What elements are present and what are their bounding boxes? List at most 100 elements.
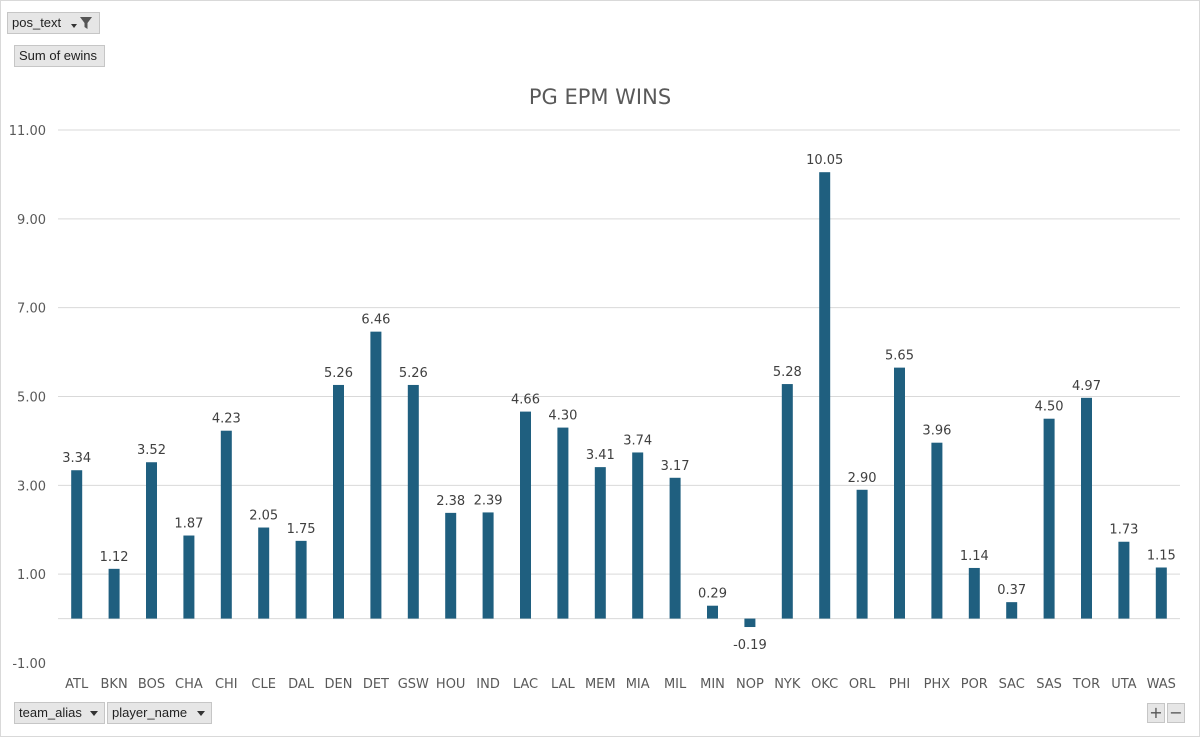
y-tick-label: 1.00 [17, 568, 46, 583]
bar-mil[interactable] [669, 477, 681, 619]
y-tick-label: 3.00 [17, 479, 46, 494]
y-tick-label: 7.00 [17, 302, 46, 317]
data-label: 1.12 [100, 550, 129, 565]
data-label: 1.75 [287, 522, 316, 537]
values-field-label: Sum of ewins [19, 48, 98, 63]
bar-sac[interactable] [1006, 602, 1018, 619]
bar-gsw[interactable] [407, 384, 419, 619]
x-tick-label: ATL [65, 677, 89, 692]
x-tick-label: NYK [774, 677, 801, 692]
data-label: 4.50 [1035, 400, 1064, 415]
expand-field-button[interactable]: + [1147, 703, 1165, 723]
x-tick-label: SAS [1036, 677, 1062, 692]
bar-lac[interactable] [520, 411, 531, 619]
x-tick-label: DAL [288, 677, 315, 692]
bar-min[interactable] [707, 605, 718, 619]
bar-nop[interactable] [744, 618, 756, 628]
x-tick-label: PHX [924, 677, 951, 692]
data-label: 4.23 [212, 412, 241, 427]
bar-phi[interactable] [894, 367, 905, 619]
x-tick-label: SAC [999, 677, 1025, 692]
y-tick-label: 9.00 [17, 213, 46, 228]
data-label: 5.65 [885, 349, 914, 364]
axis-field-team-alias-button[interactable]: team_alias [14, 702, 105, 724]
bar-cha[interactable] [183, 535, 195, 619]
y-tick-label: 5.00 [17, 391, 46, 406]
bar-den[interactable] [333, 384, 344, 619]
data-label: 4.97 [1072, 379, 1101, 394]
bar-hou[interactable] [445, 512, 457, 619]
x-tick-label: POR [961, 677, 988, 692]
data-label: 1.14 [960, 549, 989, 564]
data-label: 2.90 [848, 471, 877, 486]
bar-det[interactable] [370, 331, 382, 619]
data-label: 3.52 [137, 443, 166, 458]
data-label: 5.26 [399, 366, 428, 381]
bar-bkn[interactable] [108, 568, 120, 619]
bar-phx[interactable] [931, 442, 943, 619]
bar-uta[interactable] [1118, 541, 1130, 619]
bar-bos[interactable] [146, 462, 157, 619]
x-tick-label: LAL [551, 677, 575, 692]
data-label: 3.34 [62, 451, 91, 466]
data-label: 0.29 [698, 587, 727, 602]
data-label: 3.96 [922, 424, 951, 439]
bar-nyk[interactable] [781, 384, 793, 619]
x-tick-label: TOR [1072, 677, 1100, 692]
bar-por[interactable] [968, 567, 980, 619]
x-tick-label: MIA [626, 677, 650, 692]
dropdown-arrow-icon [71, 24, 77, 28]
x-tick-label: GSW [398, 677, 429, 692]
data-label: 3.74 [623, 433, 652, 448]
x-tick-label: LAC [513, 677, 538, 692]
data-label: 4.30 [548, 409, 577, 424]
bar-ind[interactable] [482, 512, 494, 619]
x-tick-label: DEN [325, 677, 353, 692]
data-label: 6.46 [361, 313, 390, 328]
bar-mem[interactable] [594, 467, 606, 619]
bar-chi[interactable] [220, 430, 232, 619]
x-tick-label: NOP [736, 677, 764, 692]
bar-tor[interactable] [1081, 397, 1092, 619]
x-tick-label: CHI [215, 677, 238, 692]
data-label: 2.39 [474, 493, 503, 508]
data-label: -0.19 [733, 638, 767, 653]
x-tick-label: BKN [101, 677, 128, 692]
x-tick-label: UTA [1111, 677, 1136, 692]
data-label: 1.87 [174, 517, 203, 532]
collapse-field-button[interactable]: − [1167, 703, 1185, 723]
filter-field-label: pos_text [12, 15, 62, 30]
x-tick-label: OKC [811, 677, 838, 692]
data-label: 4.66 [511, 393, 540, 408]
data-label: 10.05 [806, 153, 843, 168]
x-tick-label: CHA [175, 677, 203, 692]
y-tick-label: 11.00 [9, 124, 46, 139]
data-label: 3.17 [661, 459, 690, 474]
y-tick-label: -1.00 [12, 657, 46, 672]
x-tick-label: HOU [436, 677, 466, 692]
x-tick-label: MEM [585, 677, 616, 692]
data-label: 3.41 [586, 448, 615, 463]
data-label: 2.05 [249, 509, 278, 524]
bar-atl[interactable] [71, 470, 83, 619]
bar-sas[interactable] [1043, 418, 1055, 619]
x-tick-label: PHI [889, 677, 910, 692]
bar-lal[interactable] [557, 427, 569, 619]
x-tick-label: DET [363, 677, 389, 692]
bar-dal[interactable] [295, 540, 307, 619]
bar-cle[interactable] [258, 527, 270, 619]
bar-okc[interactable] [819, 172, 831, 619]
bar-was[interactable] [1155, 567, 1167, 619]
dropdown-arrow-icon [197, 711, 205, 716]
x-tick-label: MIL [664, 677, 687, 692]
axis-field-player-name-button[interactable]: player_name [107, 702, 212, 724]
filter-field-button[interactable]: pos_text [7, 12, 100, 34]
bar-mia[interactable] [632, 452, 644, 619]
bar-orl[interactable] [856, 489, 868, 619]
x-tick-label: ORL [849, 677, 876, 692]
x-tick-label: CLE [251, 677, 276, 692]
data-label: 1.15 [1147, 549, 1176, 564]
x-tick-label: BOS [138, 677, 165, 692]
data-label: 5.28 [773, 365, 802, 380]
